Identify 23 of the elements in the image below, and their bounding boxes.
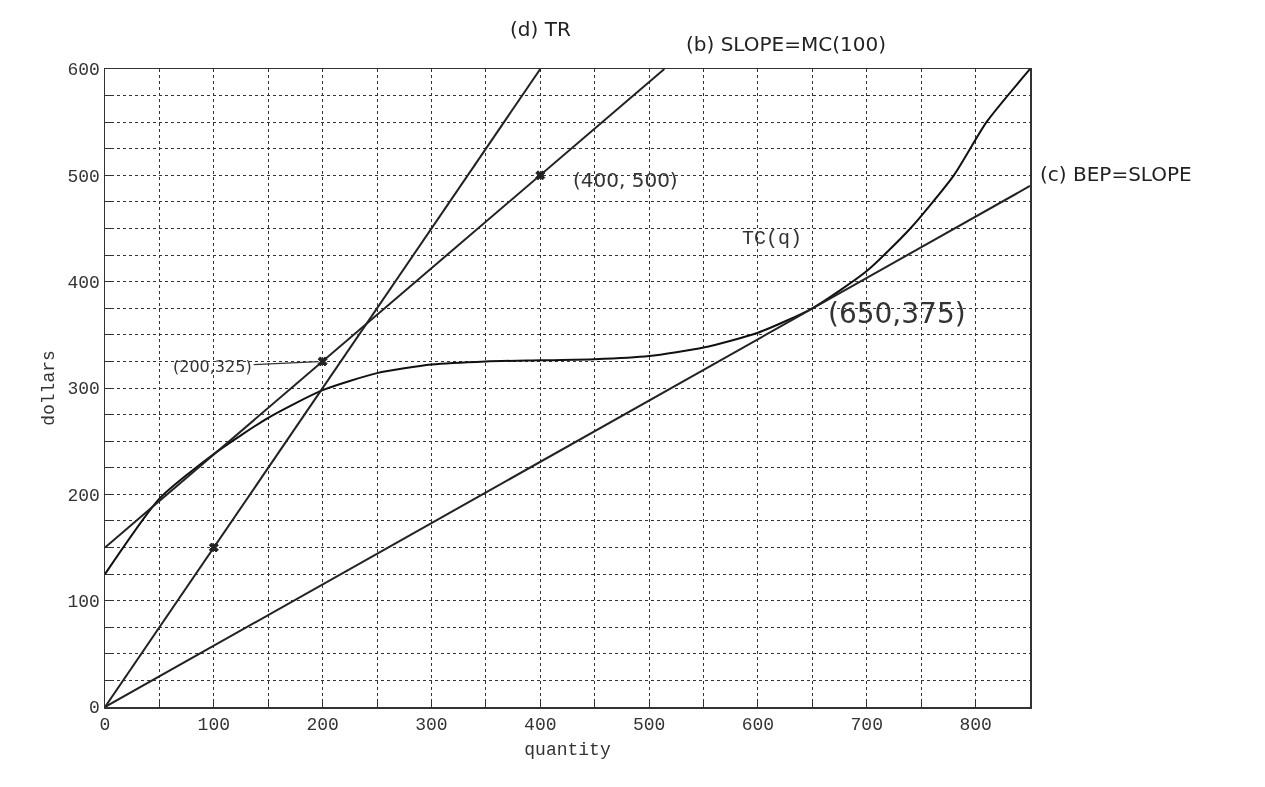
x-tick-label: 600 (741, 715, 775, 736)
x-tick-label: 800 (959, 715, 992, 736)
text: (d) TR (510, 17, 571, 41)
y-tick-label: 500 (67, 166, 100, 187)
y-tick-label: 0 (89, 698, 100, 719)
y-tick-label: 600 (67, 60, 100, 81)
y-tick-label: 100 (67, 591, 100, 612)
series-label: (b) SLOPE=MC(100) (686, 32, 886, 56)
x-tick-label: 500 (632, 715, 666, 736)
y-tick-label: 300 (67, 379, 100, 400)
annotation: (400, 500) (573, 168, 678, 192)
y-tick-label: 400 (67, 272, 100, 293)
x-tick-label: 700 (850, 715, 883, 736)
x-axis-title: quantity (524, 739, 611, 760)
text: TC(q) (742, 227, 803, 250)
x-tick-label: 200 (306, 715, 339, 736)
x-tick-label: 100 (197, 715, 231, 736)
x-tick-label: 400 (524, 715, 557, 736)
y-tick-label: 200 (67, 485, 100, 506)
y-axis-title: dollars (38, 350, 59, 426)
x-tick-label: 300 (415, 715, 448, 736)
series-label: (c) BEP=SLOPE (1040, 162, 1192, 186)
annotation: (650,375) (828, 297, 966, 330)
